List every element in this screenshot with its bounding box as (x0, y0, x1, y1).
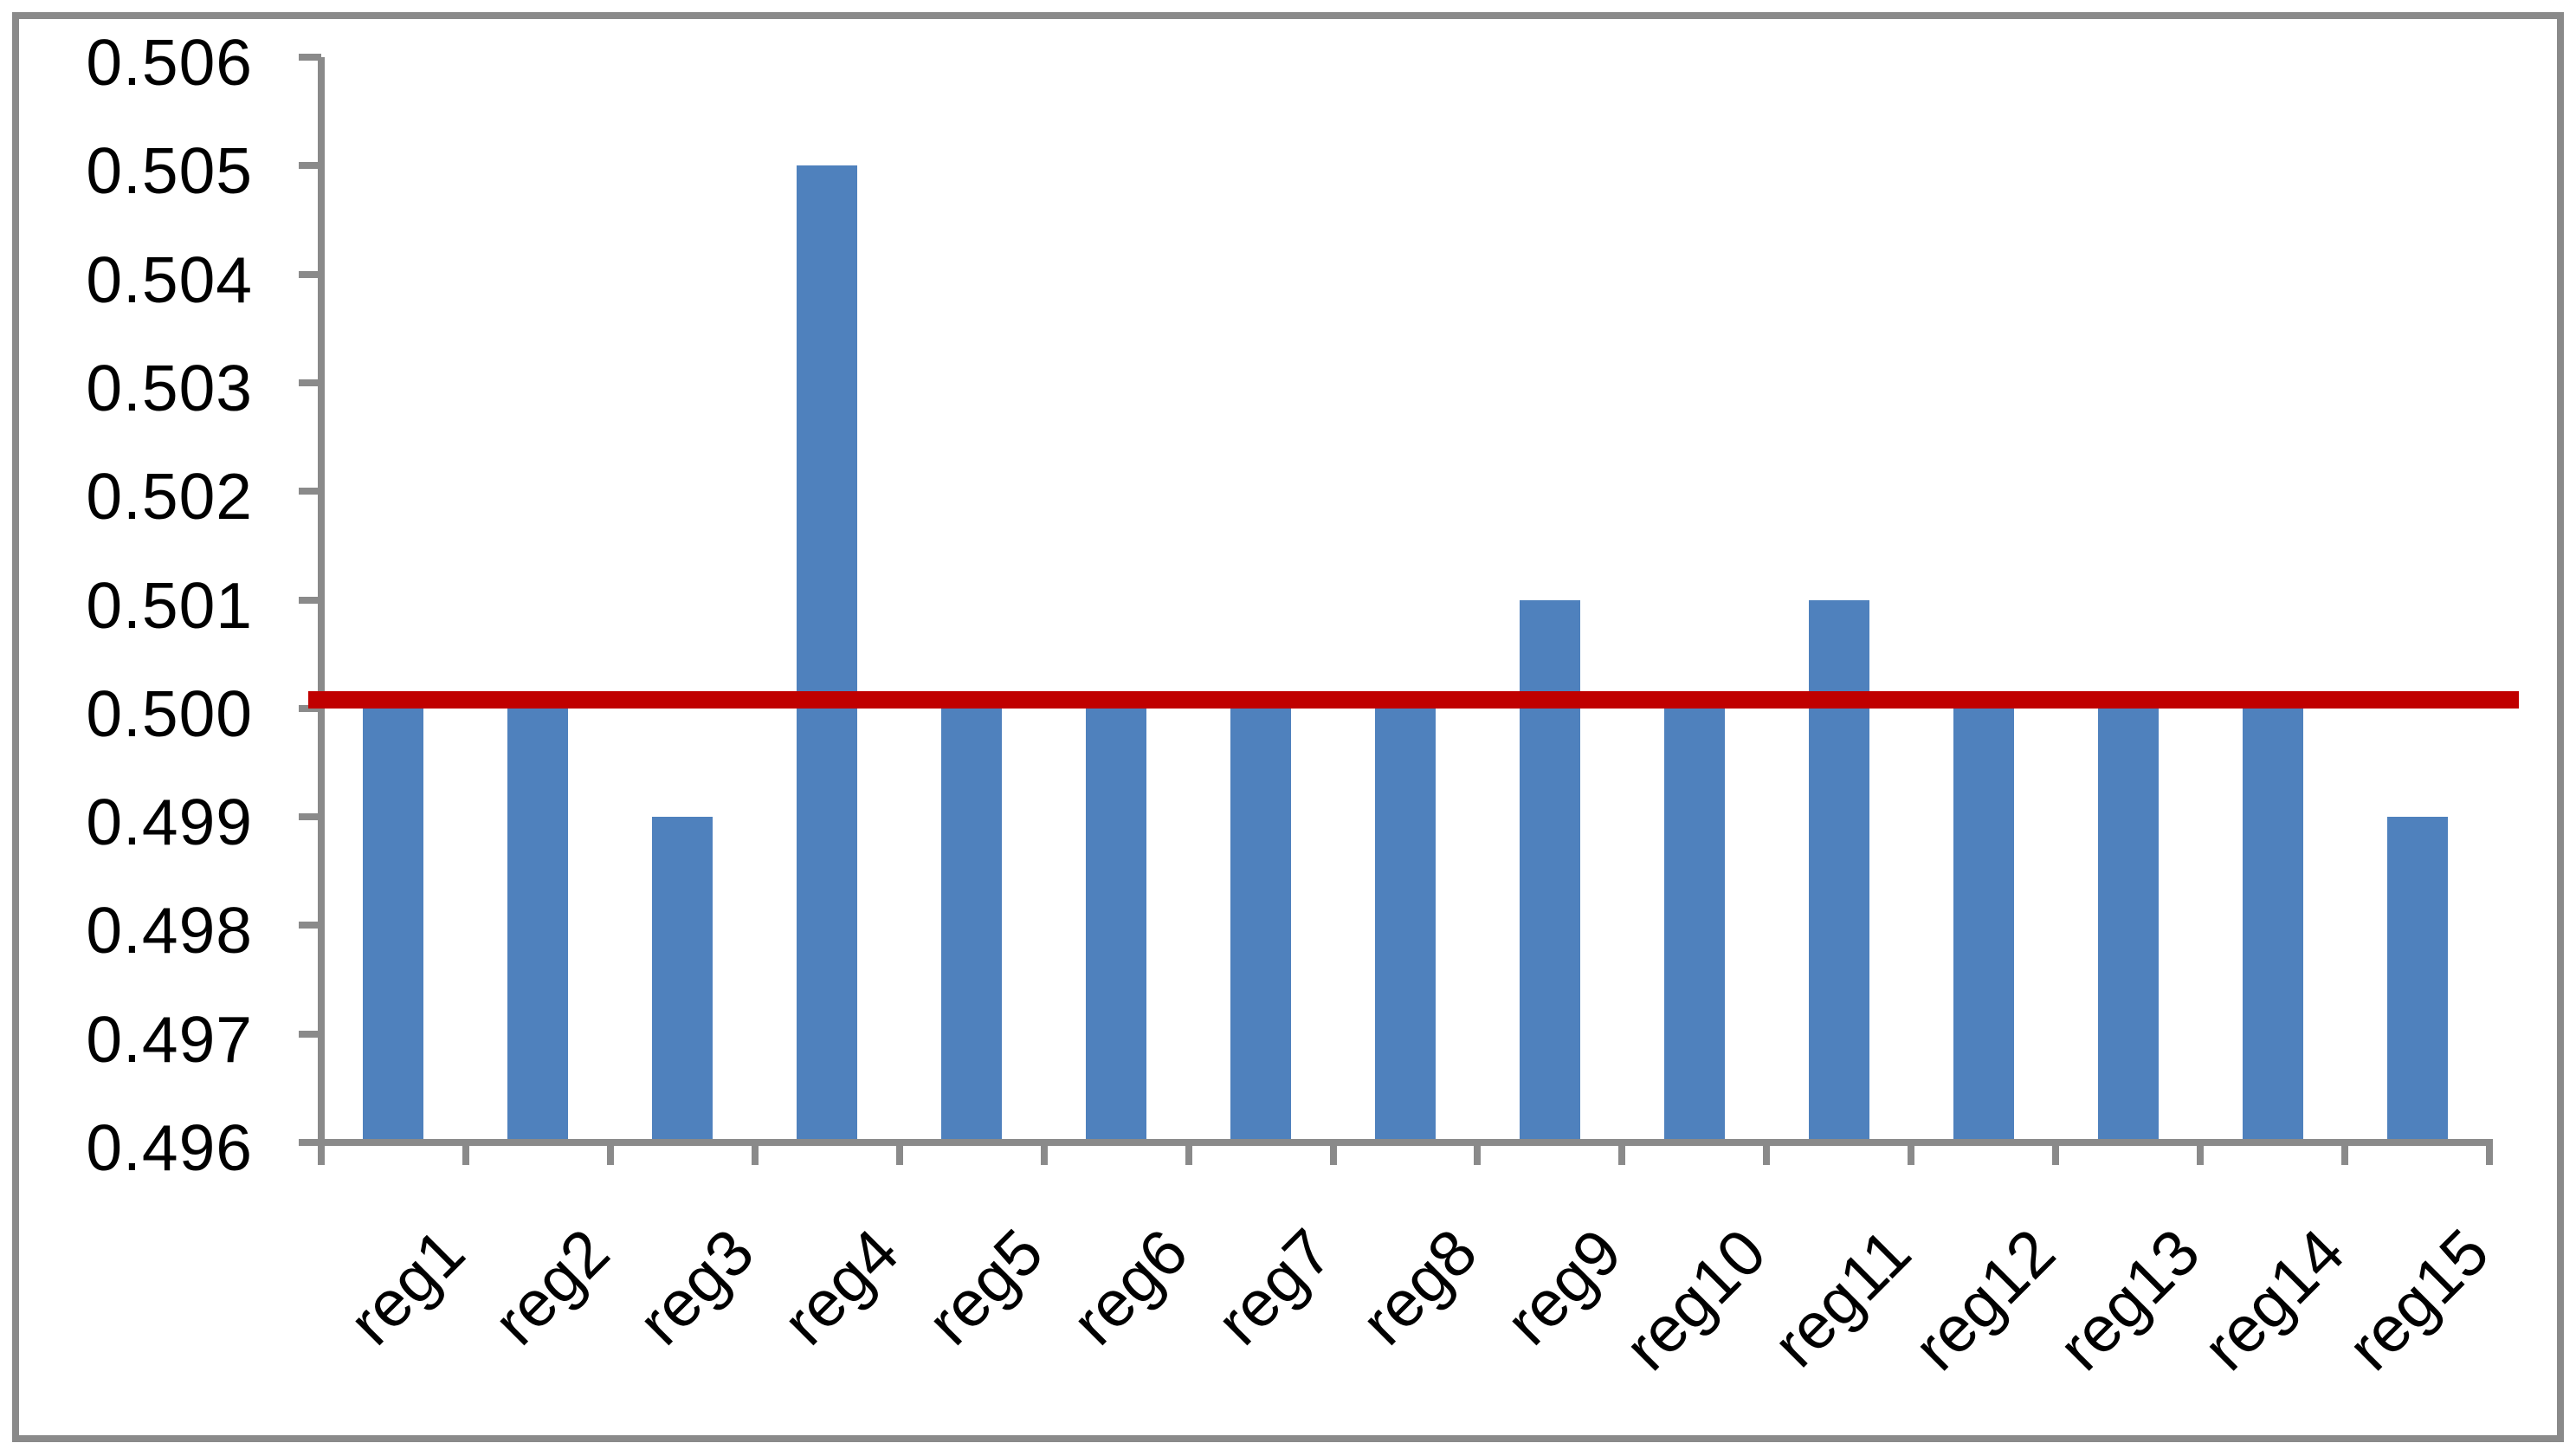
y-tick-label-0.499: 0.499 (86, 786, 253, 859)
y-tick-0.501 (299, 596, 321, 604)
y-tick-label-0.506: 0.506 (86, 26, 253, 99)
y-tick-label-0.504: 0.504 (86, 243, 253, 316)
y-tick-0.499 (299, 813, 321, 821)
x-tick-15 (2486, 1142, 2493, 1165)
bar-reg1 (363, 708, 424, 1139)
y-tick-label-0.501: 0.501 (86, 568, 253, 642)
x-tick-10 (1763, 1142, 1771, 1165)
y-tick-label-0.505: 0.505 (86, 134, 253, 208)
x-tick-6 (1185, 1142, 1192, 1165)
bar-reg14 (2242, 708, 2303, 1139)
x-tick-1 (462, 1142, 469, 1165)
y-tick-0.496 (299, 1139, 321, 1146)
bar-reg3 (652, 817, 713, 1139)
bar-reg5 (941, 708, 1003, 1139)
bar-reg9 (1519, 599, 1580, 1139)
x-tick-7 (1329, 1142, 1337, 1165)
y-tick-label-0.498: 0.498 (86, 894, 253, 967)
bar-reg6 (1086, 708, 1147, 1139)
x-tick-0 (318, 1142, 325, 1165)
y-tick-0.500 (299, 704, 321, 712)
x-tick-14 (2341, 1142, 2349, 1165)
figure-border (12, 12, 2564, 1442)
bar-reg4 (797, 165, 858, 1139)
y-axis-line (318, 57, 325, 1146)
y-tick-0.506 (299, 54, 321, 61)
y-tick-label-0.496: 0.496 (86, 1111, 253, 1184)
bar-reg12 (1953, 708, 2014, 1139)
y-tick-0.497 (299, 1030, 321, 1038)
y-tick-0.505 (299, 162, 321, 170)
x-tick-3 (751, 1142, 759, 1165)
y-tick-0.498 (299, 922, 321, 929)
y-tick-label-0.502: 0.502 (86, 460, 253, 534)
y-tick-0.502 (299, 488, 321, 495)
y-tick-label-0.497: 0.497 (86, 1002, 253, 1076)
y-tick-0.504 (299, 270, 321, 278)
x-tick-4 (895, 1142, 903, 1165)
x-tick-12 (2052, 1142, 2060, 1165)
y-tick-label-0.500: 0.500 (86, 676, 253, 750)
y-tick-0.503 (299, 379, 321, 386)
bar-reg11 (1808, 599, 1869, 1139)
x-tick-8 (1474, 1142, 1482, 1165)
reference-line (308, 690, 2519, 709)
x-axis-line (318, 1139, 2493, 1146)
bar-reg15 (2386, 817, 2448, 1139)
x-tick-2 (606, 1142, 614, 1165)
x-tick-9 (1618, 1142, 1626, 1165)
bar-reg2 (507, 708, 569, 1139)
x-tick-11 (1908, 1142, 1915, 1165)
bar-reg8 (1375, 708, 1436, 1139)
bar-reg13 (2097, 708, 2159, 1139)
x-tick-5 (1040, 1142, 1048, 1165)
bar-reg10 (1663, 708, 1725, 1139)
bar-reg7 (1230, 708, 1292, 1139)
x-tick-13 (2197, 1142, 2205, 1165)
y-tick-label-0.503: 0.503 (86, 351, 253, 424)
